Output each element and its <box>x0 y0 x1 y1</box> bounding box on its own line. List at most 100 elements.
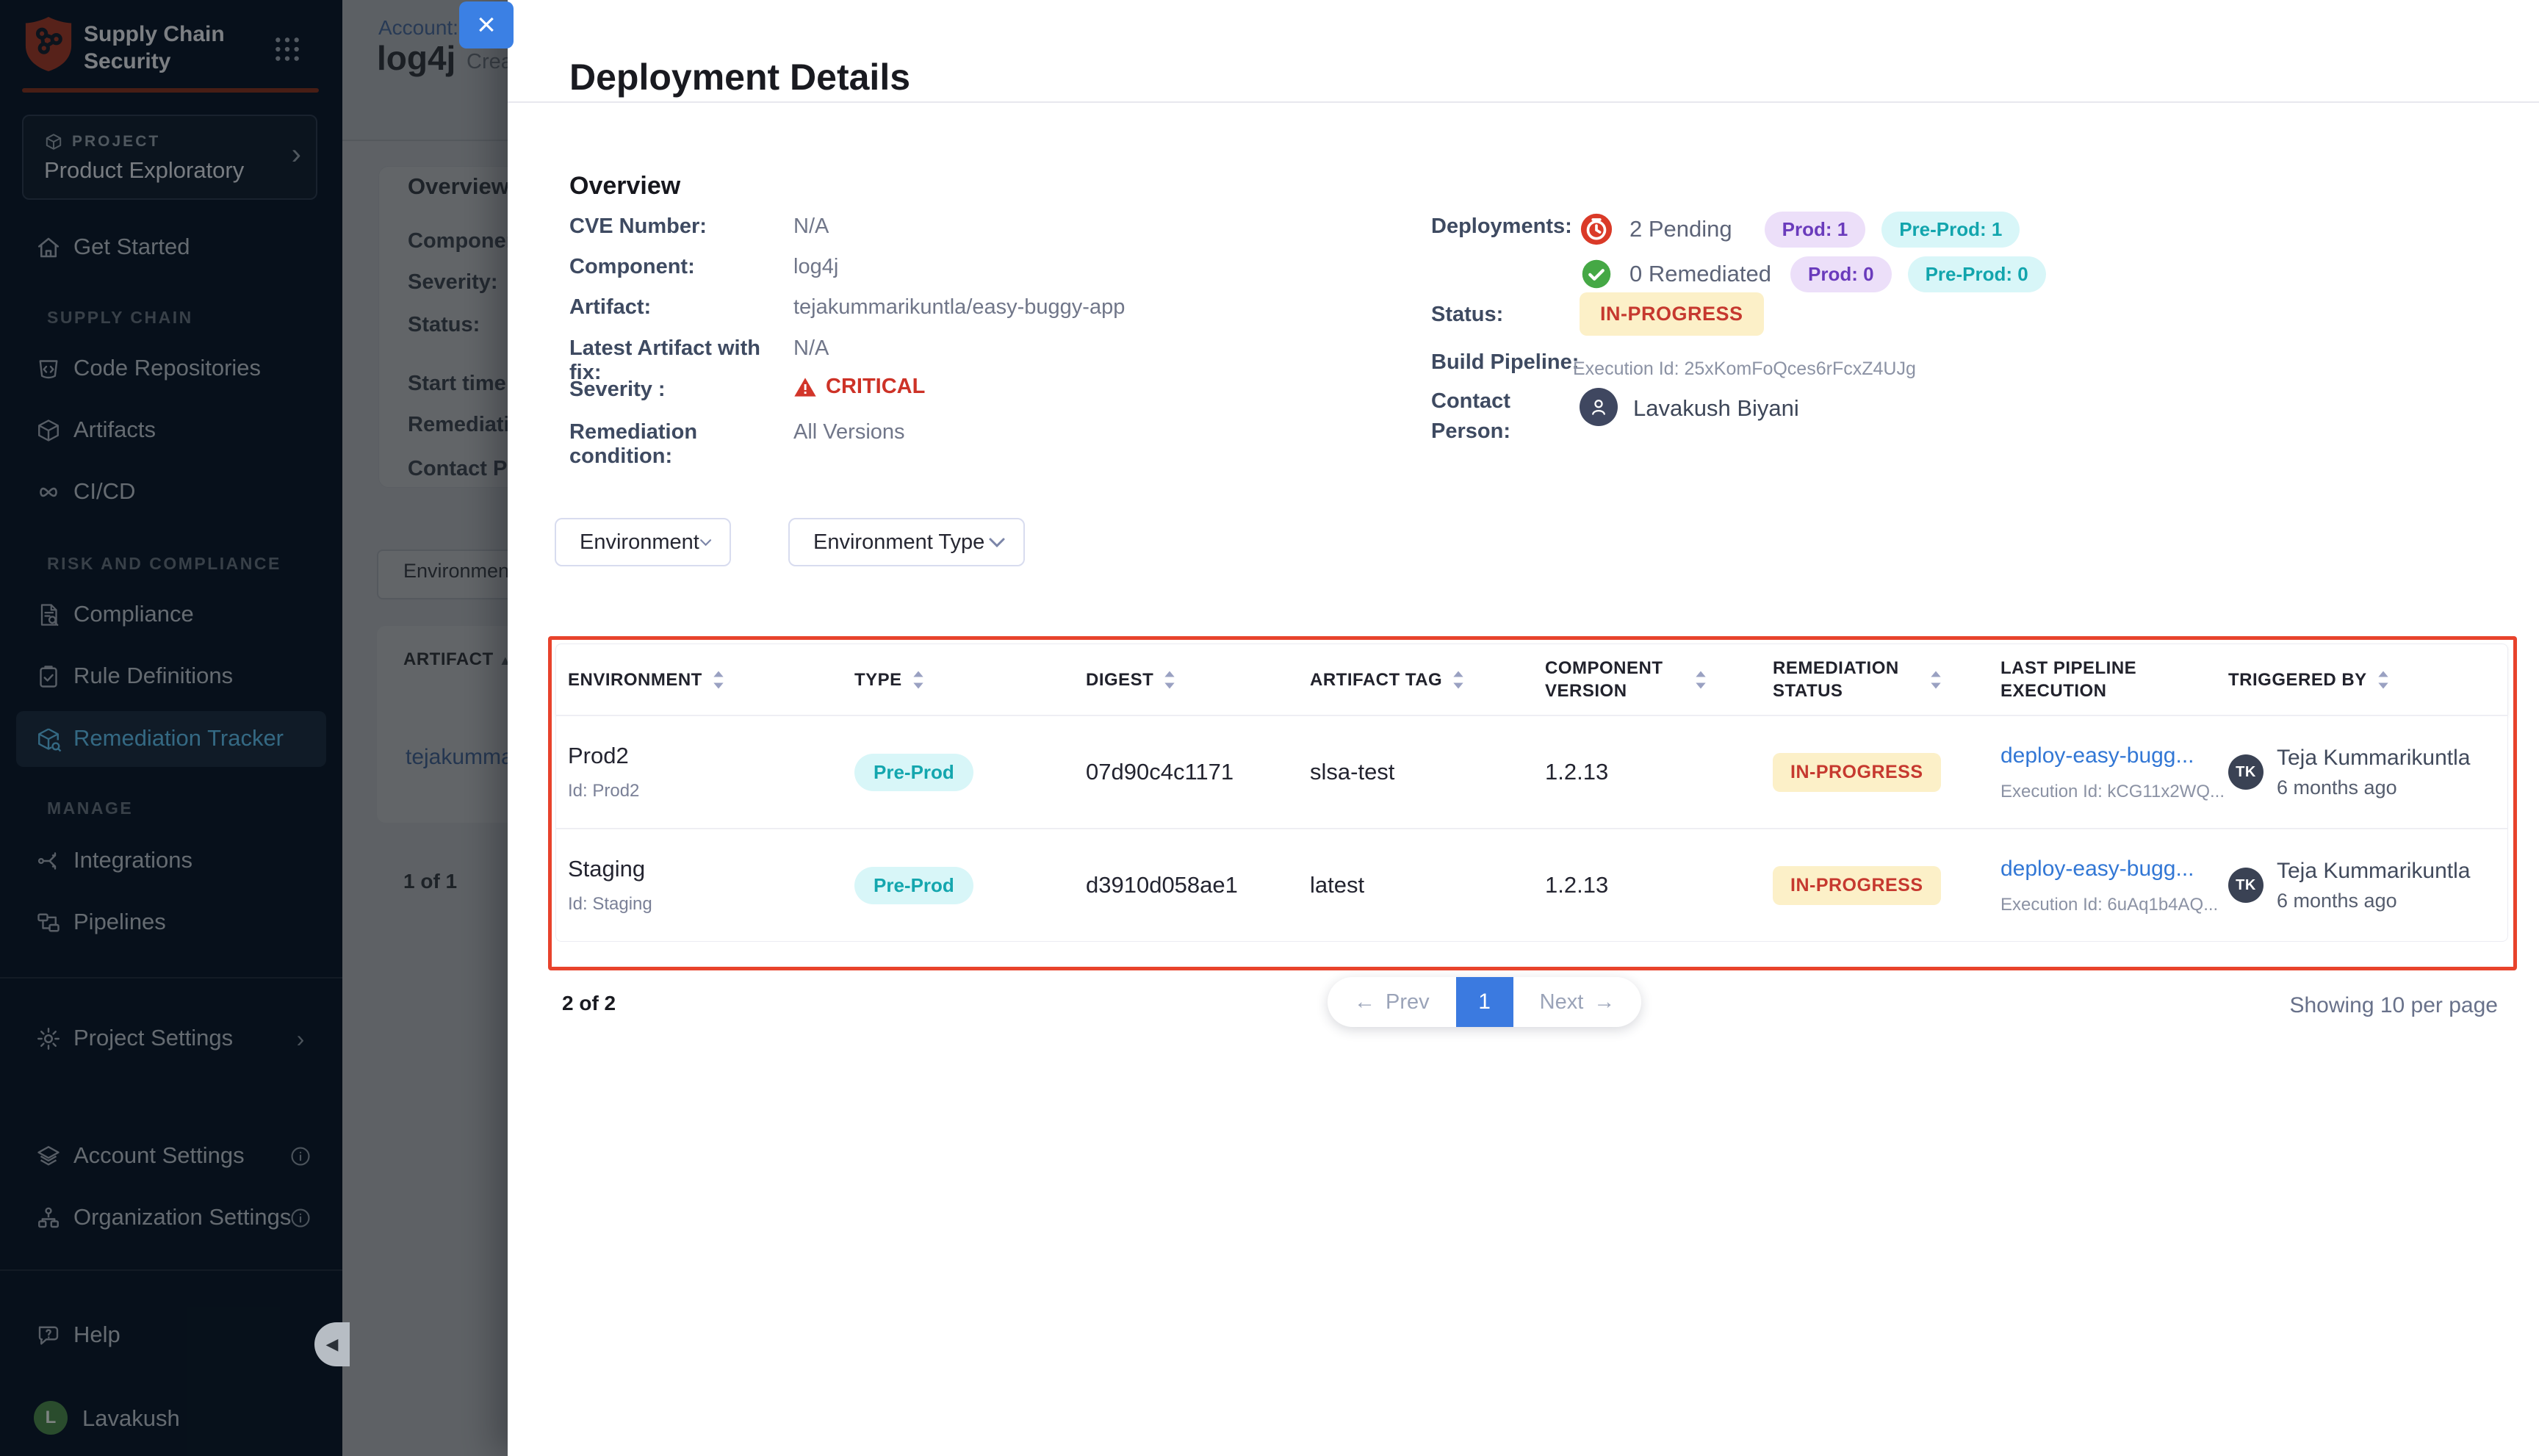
cube-icon <box>46 134 62 150</box>
clipboard-check-icon <box>35 663 62 690</box>
info-icon <box>288 1144 313 1169</box>
cve-value: N/A <box>793 215 829 238</box>
column-triggered-by[interactable]: TRIGGERED BY <box>2216 668 2509 691</box>
next-page-button[interactable]: Next → <box>1539 990 1616 1014</box>
sidebar-item-account-settings[interactable]: Account Settings <box>0 1130 342 1183</box>
deployments-pending-row: 2 Pending Prod: 1 Pre-Prod: 1 <box>1580 209 2020 250</box>
info-icon <box>288 1205 313 1230</box>
build-pipeline-label: Build Pipeline: <box>1431 350 1580 374</box>
preprod-badge: Pre-Prod: 1 <box>1881 211 2020 248</box>
remediation-status-cell: IN-PROGRESS <box>1761 865 1989 905</box>
remediation-condition-label: Remediation condition: <box>569 420 698 468</box>
help-chat-icon <box>35 1322 62 1349</box>
environment-filter-dropdown[interactable]: Environment <box>555 518 731 566</box>
project-selector[interactable]: PROJECT Product Exploratory › <box>22 115 317 200</box>
arrow-left-icon: ← <box>1354 990 1375 1014</box>
column-component-version[interactable]: COMPONENT VERSION <box>1533 657 1761 702</box>
triggered-by-cell: TK Teja Kummarikuntla 6 months ago <box>2216 746 2509 799</box>
severity-value: CRITICAL <box>793 375 925 399</box>
contact-avatar <box>1580 388 1618 426</box>
chevron-right-icon: › <box>296 1025 305 1052</box>
component-value: log4j <box>793 255 839 278</box>
sidebar-item-artifacts[interactable]: Artifacts <box>0 404 342 457</box>
sidebar-item-integrations[interactable]: Integrations <box>0 835 342 887</box>
integrations-share-icon <box>35 848 62 874</box>
sidebar-item-project-settings[interactable]: Project Settings › <box>0 1012 342 1065</box>
pipeline-cell: deploy-easy-bugg... Execution Id: 6uAq1b4… <box>1989 855 2218 915</box>
component-label: Component: <box>569 255 695 278</box>
pipeline-link[interactable]: deploy-easy-bugg... <box>2000 857 2194 881</box>
sort-icon <box>1696 671 1706 688</box>
type-cell: Pre-Prod <box>843 753 1074 791</box>
prod-badge: Prod: 1 <box>1764 211 1866 248</box>
drawer-title: Deployment Details <box>569 56 911 98</box>
artifacts-box-icon <box>35 417 62 444</box>
pipeline-cell: deploy-easy-bugg... Execution Id: kCG11x2… <box>1989 742 2225 802</box>
latest-artifact-value: N/A <box>793 336 829 360</box>
sidebar-item-organization-settings[interactable]: Organization Settings <box>0 1192 342 1244</box>
pending-count: 2 Pending <box>1629 216 1732 242</box>
sidebar-item-get-started[interactable]: Get Started <box>0 221 342 274</box>
environment-type-filter-dropdown[interactable]: Environment Type <box>788 518 1025 566</box>
org-chart-icon <box>35 1205 62 1231</box>
contact-person-label: Contact Person: <box>1431 389 1510 443</box>
drawer-divider <box>508 101 2539 103</box>
sidebar-item-cicd[interactable]: CI/CD <box>0 466 342 519</box>
sort-icon <box>1453 671 1463 688</box>
sidebar-user[interactable]: L Lavakush <box>0 1391 342 1444</box>
column-last-pipeline-execution[interactable]: LAST PIPELINE EXECUTION <box>2000 658 2137 701</box>
home-icon <box>35 234 62 261</box>
user-initials-avatar: TK <box>2228 754 2264 790</box>
digest-cell: d3910d058ae1 <box>1086 872 1238 898</box>
column-environment[interactable]: ENVIRONMENT <box>556 668 843 691</box>
type-cell: Pre-Prod <box>843 866 1074 904</box>
table-row[interactable]: Staging Id: Staging Pre-Prod d3910d058ae1… <box>555 829 2508 942</box>
preprod-badge: Pre-Prod: 0 <box>1907 256 2046 292</box>
chevron-down-icon <box>699 538 711 546</box>
chevron-right-icon: › <box>291 138 301 170</box>
code-repositories-icon <box>35 356 62 382</box>
column-remediation-status[interactable]: REMEDIATION STATUS <box>1761 657 1989 702</box>
project-name: Product Exploratory <box>44 157 245 183</box>
sidebar-divider <box>0 1269 342 1271</box>
per-page-label: Showing 10 per page <box>2289 993 2498 1017</box>
close-button[interactable]: × <box>459 1 514 48</box>
status-label: Status: <box>1431 303 1504 326</box>
column-type[interactable]: TYPE <box>843 668 1074 691</box>
sort-icon <box>1931 671 1941 688</box>
row-count: 2 of 2 <box>562 992 616 1014</box>
sort-icon <box>1164 671 1175 688</box>
sidebar-collapse-handle[interactable]: ◀ <box>314 1322 350 1366</box>
contact-name: Lavakush Biyani <box>1633 395 1799 421</box>
artifact-tag-cell: latest <box>1310 872 1365 898</box>
sidebar-section-risk-compliance: RISK AND COMPLIANCE <box>47 554 281 573</box>
infinity-icon <box>35 479 62 505</box>
sort-icon <box>713 671 724 688</box>
module-grid-icon[interactable] <box>273 35 301 63</box>
environment-cell: Staging Id: Staging <box>568 856 652 914</box>
sidebar-item-compliance[interactable]: Compliance <box>0 588 342 641</box>
sort-icon <box>913 671 923 688</box>
sidebar-item-rule-definitions[interactable]: Rule Definitions <box>0 650 342 703</box>
artifact-label: Artifact: <box>569 295 652 319</box>
sidebar-item-pipelines[interactable]: Pipelines <box>0 896 342 949</box>
page-1-button[interactable]: 1 <box>1455 977 1513 1027</box>
project-label: PROJECT <box>44 132 160 151</box>
sidebar-item-remediation-tracker[interactable]: Remediation Tracker <box>0 713 342 765</box>
remediation-tracker-icon <box>35 726 62 752</box>
table-row[interactable]: Prod2 Id: Prod2 Pre-Prod 07d90c4c1171 sls… <box>555 716 2508 829</box>
artifact-tag-cell: slsa-test <box>1310 759 1395 785</box>
sidebar-item-code-repositories[interactable]: Code Repositories <box>0 342 342 395</box>
pager: ← Prev 1 Next → <box>1328 977 1642 1027</box>
sidebar-section-manage: MANAGE <box>47 799 134 818</box>
modal-backdrop <box>342 0 508 1456</box>
deployments-label: Deployments: <box>1431 215 1572 238</box>
column-digest[interactable]: DIGEST <box>1074 668 1298 691</box>
sidebar-item-help[interactable]: Help <box>0 1309 342 1362</box>
latest-artifact-label: Latest Artifact with fix: <box>569 336 760 384</box>
user-avatar: L <box>34 1401 68 1435</box>
pipeline-link[interactable]: deploy-easy-bugg... <box>2000 743 2194 768</box>
column-artifact-tag[interactable]: ARTIFACT TAG <box>1298 668 1533 691</box>
status-badge: IN-PROGRESS <box>1580 292 1764 336</box>
prev-page-button[interactable]: ← Prev <box>1354 990 1430 1014</box>
